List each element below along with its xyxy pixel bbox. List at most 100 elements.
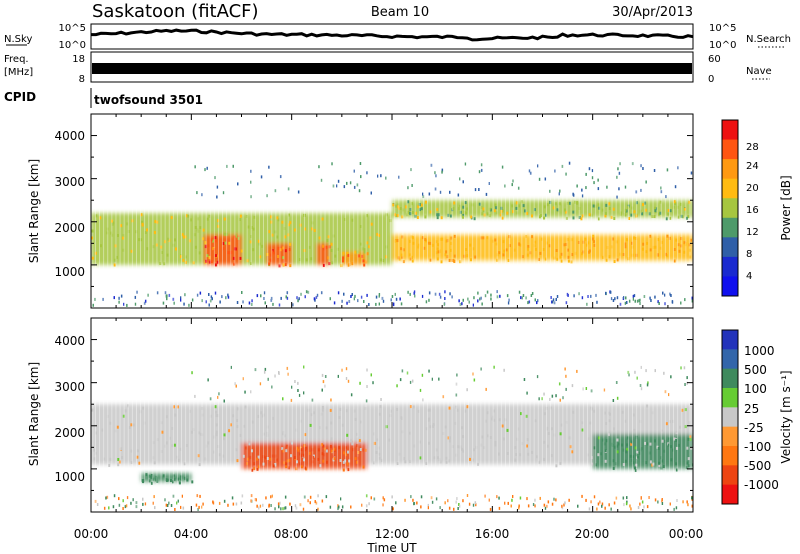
velocity-cell <box>445 460 448 464</box>
power-cell <box>591 176 594 180</box>
velocity-cell <box>502 437 505 441</box>
velocity-cell <box>675 462 678 466</box>
velocity-cell <box>684 408 687 412</box>
power-cell <box>624 208 627 212</box>
velocity-cell <box>103 457 106 461</box>
velocity-cell <box>382 503 384 507</box>
velocity-cell <box>235 448 238 452</box>
power-cell <box>690 171 693 175</box>
velocity-cell <box>510 504 512 508</box>
power-scan-gap <box>213 114 215 308</box>
power-scan-gap <box>423 114 424 308</box>
velocity-scan-gap <box>287 318 289 512</box>
power-cell <box>573 294 575 298</box>
velocity-cell <box>267 377 269 381</box>
power-cell <box>610 297 613 301</box>
velocity-scan-gap <box>95 318 96 512</box>
velocity-colorbar-swatch <box>722 407 738 428</box>
velocity-cell <box>553 497 555 501</box>
velocity-cell <box>412 498 414 502</box>
power-cell <box>665 195 667 199</box>
velocity-cell <box>96 503 99 506</box>
velocity-cell <box>296 446 299 450</box>
power-colorbar-swatch <box>722 256 738 277</box>
power-cell <box>322 244 325 248</box>
power-cell <box>556 257 559 261</box>
velocity-scan-gap <box>447 318 449 512</box>
velocity-cell <box>162 474 165 478</box>
velocity-scan-gap <box>632 318 633 512</box>
power-cell <box>141 220 144 224</box>
power-cell <box>608 207 611 210</box>
velocity-cell <box>165 415 168 419</box>
velocity-cell <box>307 408 310 412</box>
velocity-cell <box>325 495 328 499</box>
power-cell <box>605 203 608 207</box>
velocity-cell <box>551 502 554 506</box>
power-cell <box>208 293 210 296</box>
velocity-cell <box>291 441 293 445</box>
velocity-cell <box>466 494 469 497</box>
power-cell <box>480 206 483 209</box>
power-cell <box>553 256 556 260</box>
nsearch-tick-top: 10^5 <box>709 23 736 34</box>
xlabel: Time UT <box>366 541 417 554</box>
power-scan-gap <box>177 114 178 308</box>
velocity-cell <box>462 449 465 453</box>
freq-panel: Freq. [MHz] 18 8 60 0 Nave <box>4 51 772 85</box>
power-cell <box>363 250 366 254</box>
power-cell <box>691 299 693 303</box>
power-cell <box>477 291 479 295</box>
velocity-cell <box>259 382 262 386</box>
velocity-cell <box>128 426 131 429</box>
power-cell <box>424 238 427 242</box>
power-heatmap <box>91 114 693 308</box>
power-scan-gap <box>623 114 625 308</box>
velocity-cell <box>603 442 606 446</box>
velocity-cell <box>179 447 182 451</box>
power-cell <box>680 202 682 206</box>
velocity-cell <box>251 449 253 453</box>
velocity-cell <box>201 505 203 509</box>
power-cell <box>472 303 474 307</box>
power-cell <box>270 296 273 300</box>
velocity-cell <box>230 423 232 427</box>
velocity-cell <box>425 461 428 465</box>
power-cell <box>188 239 191 243</box>
power-cell <box>581 214 584 218</box>
power-cell <box>130 249 133 253</box>
velocity-cell <box>240 501 243 505</box>
power-cell <box>588 249 591 253</box>
power-cell <box>272 251 275 255</box>
power-cell <box>480 236 483 240</box>
power-cell <box>633 236 635 240</box>
velocity-cell <box>399 378 402 382</box>
power-cell <box>380 258 383 262</box>
velocity-cell <box>433 456 436 460</box>
power-cell <box>479 297 481 301</box>
velocity-colorbar-swatch <box>722 388 738 408</box>
velocity-cell <box>357 451 360 454</box>
velocity-cell <box>377 446 380 450</box>
velocity-cell <box>370 373 372 377</box>
power-cell <box>555 249 558 252</box>
power-cell <box>619 252 622 256</box>
xtick-1600: 16:00 <box>475 527 510 541</box>
power-scan-gap <box>689 114 691 308</box>
velocity-cell <box>278 505 280 509</box>
power-cell <box>223 217 226 221</box>
noise-sky-line <box>91 28 694 42</box>
velocity-cell <box>615 381 618 384</box>
velocity-cell <box>108 463 111 467</box>
power-cell <box>613 217 616 220</box>
velocity-cell <box>264 456 267 460</box>
velocity-cell <box>101 428 104 432</box>
power-cell <box>91 236 93 240</box>
power-cell <box>597 203 600 207</box>
velocity-cell <box>628 373 630 377</box>
power-scan-gap <box>275 114 277 308</box>
power-cell <box>445 250 448 254</box>
power-cell <box>587 295 589 298</box>
velocity-cell <box>264 367 267 371</box>
velocity-cell <box>549 406 552 410</box>
